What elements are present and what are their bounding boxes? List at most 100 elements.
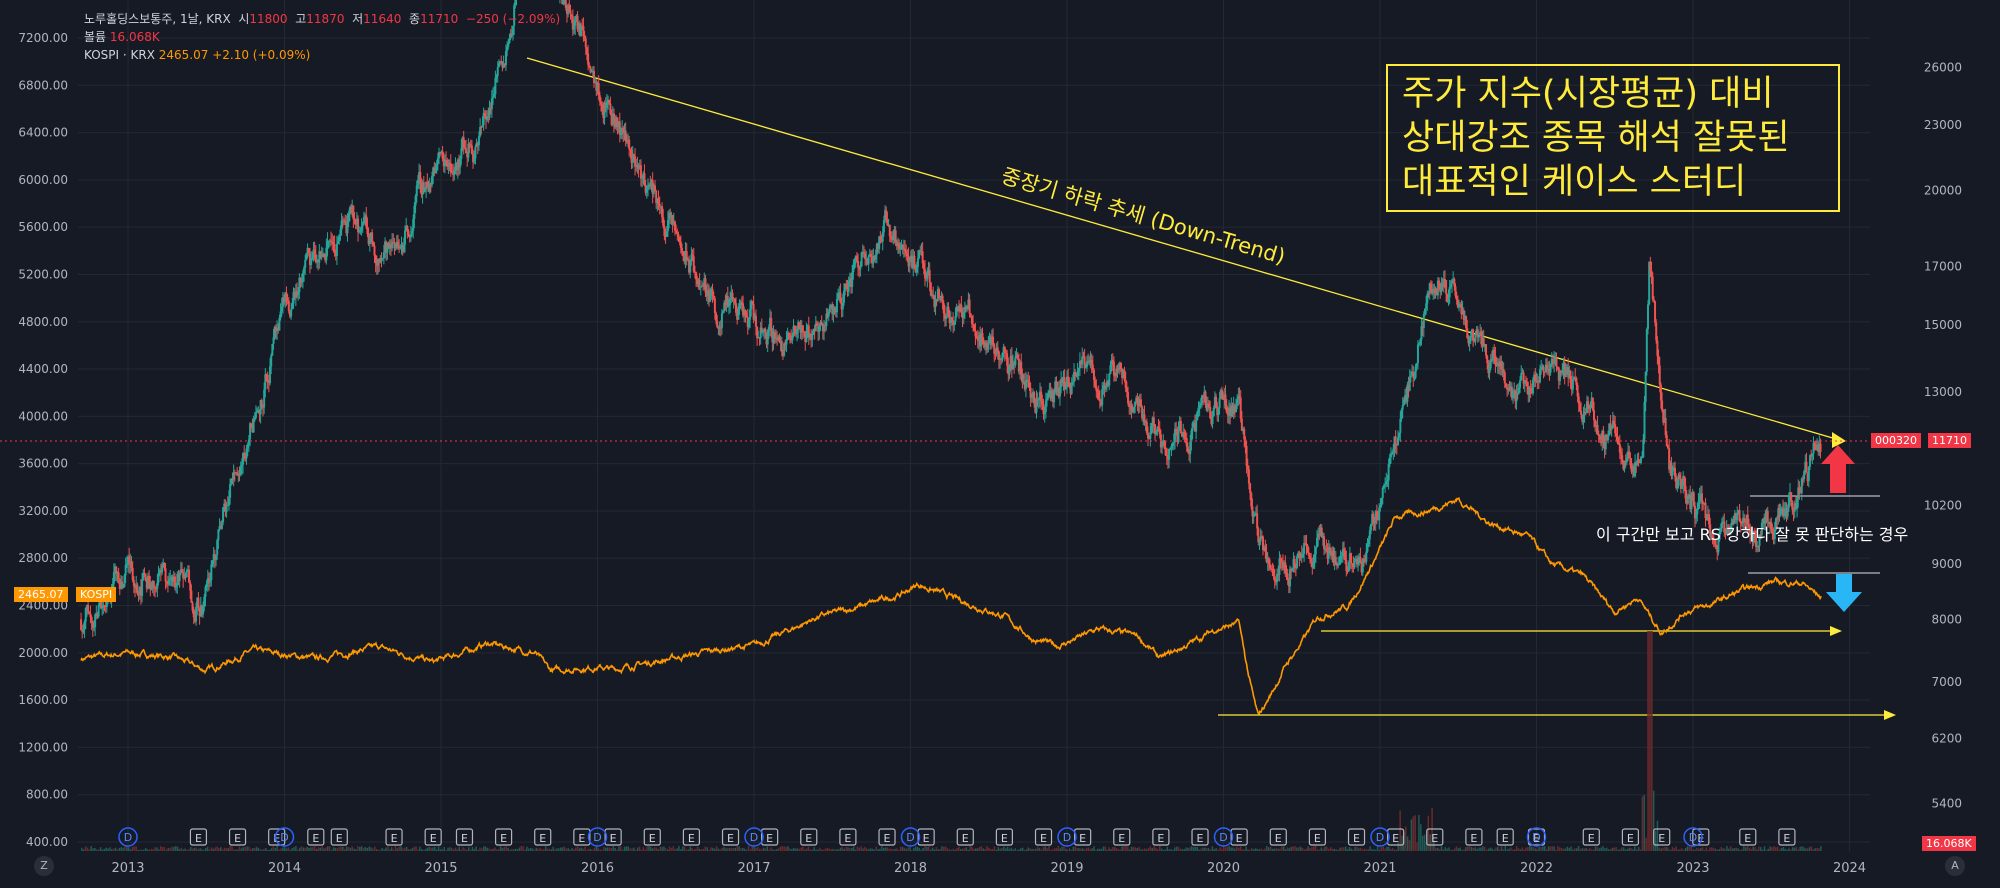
volume-bar — [353, 848, 355, 851]
candle-body — [1763, 518, 1766, 524]
candle-body — [177, 573, 180, 582]
volume-bar — [659, 846, 661, 851]
candle-body — [949, 317, 952, 324]
volume-bar — [867, 849, 870, 851]
volume-bar — [281, 847, 284, 851]
volume-bar — [428, 846, 430, 851]
candle-body — [1104, 386, 1107, 390]
volume-bar — [839, 847, 842, 851]
candle-body — [224, 503, 227, 512]
candle-body — [799, 329, 802, 333]
volume-bar — [1660, 848, 1662, 851]
candle-body — [973, 324, 976, 331]
left-tick-label: 4000.00 — [18, 409, 68, 423]
candle-body — [1514, 390, 1517, 402]
volume-bar — [1036, 847, 1039, 851]
volume-bar — [1480, 847, 1482, 851]
candle-body — [1165, 455, 1168, 457]
volume-bar — [218, 848, 220, 851]
candle-body — [236, 472, 239, 476]
volume-bar — [1181, 849, 1184, 851]
volume-bar — [971, 846, 973, 851]
volume-bar — [1343, 847, 1345, 851]
candle-body — [487, 116, 490, 118]
candle-body — [1628, 451, 1631, 459]
candle-body — [791, 335, 794, 341]
volume-bar — [99, 847, 102, 851]
volume-bar — [1559, 847, 1561, 851]
candle-body — [1769, 522, 1772, 525]
candle-body — [756, 326, 759, 339]
candle-body — [668, 212, 671, 221]
candle-body — [1223, 394, 1226, 400]
volume-bar — [635, 849, 637, 851]
volume-bar — [603, 846, 605, 851]
volume-bar — [1382, 846, 1385, 851]
volume-bar — [454, 847, 457, 851]
candle-body — [1813, 442, 1816, 445]
volume-bar — [109, 847, 111, 851]
volume-bar — [1204, 847, 1206, 851]
candle-body — [157, 572, 160, 583]
x-tick-label: 2016 — [581, 861, 614, 876]
candle-body — [972, 323, 975, 325]
volume-bar — [415, 846, 417, 851]
volume-bar — [1619, 849, 1621, 851]
auto-scale-a-button[interactable]: A — [1945, 856, 1965, 876]
volume-bar — [511, 848, 513, 851]
candle-body — [1449, 283, 1452, 288]
volume-bar — [1121, 846, 1123, 851]
candle-body — [1436, 280, 1439, 296]
candle-body — [306, 247, 309, 254]
candle-body — [634, 156, 637, 167]
auto-scale-z-button[interactable]: Z — [34, 856, 54, 876]
candle-body — [196, 597, 199, 607]
candle-body — [1338, 563, 1341, 565]
candle-body — [94, 614, 97, 628]
candle-body — [1384, 484, 1387, 486]
candle-body — [1669, 462, 1672, 470]
candle-body — [1088, 360, 1091, 363]
candle-body — [404, 230, 407, 245]
volume-bar — [926, 846, 928, 851]
candle-body — [1222, 398, 1225, 400]
candle-body — [740, 301, 743, 304]
candle-body — [500, 61, 503, 63]
candle-body — [287, 300, 290, 312]
candle-body — [628, 139, 631, 149]
volume-bar — [541, 849, 543, 851]
candle-body — [136, 584, 139, 594]
dividend-marker — [1526, 827, 1547, 847]
candle-body — [1647, 304, 1650, 330]
candle-body — [1301, 553, 1304, 558]
candle-body — [879, 236, 882, 240]
x-tick-label: 2020 — [1207, 861, 1240, 876]
volume-bar — [935, 847, 938, 851]
candle-body — [242, 453, 245, 465]
volume-bar — [563, 846, 566, 851]
volume-bar — [259, 848, 261, 851]
candle-body — [1380, 498, 1383, 506]
candle-body — [591, 70, 594, 72]
right-axis[interactable]: 2600023000200001700015000130001020090008… — [1924, 61, 1962, 811]
volume-bar — [1284, 849, 1287, 851]
volume-bar — [1367, 849, 1369, 851]
volume-bar — [1538, 846, 1540, 851]
candle-body — [1523, 380, 1526, 384]
volume-bar — [1656, 820, 1659, 851]
candle-body — [426, 181, 429, 187]
volume-bar — [623, 846, 626, 851]
volume-bar — [253, 848, 256, 851]
candle-body — [631, 154, 634, 163]
volume-bar — [1050, 849, 1052, 851]
candle-body — [1414, 366, 1417, 378]
candle-body — [1578, 403, 1581, 411]
candle-body — [440, 151, 443, 154]
volume-bar — [856, 846, 859, 851]
candle-body — [1433, 288, 1436, 293]
right-tick-label: 5400 — [1931, 796, 1962, 810]
volume-bar — [704, 846, 707, 851]
candle-body — [1314, 547, 1317, 555]
time-axis[interactable]: 2013 2014 2015 2016 2017 2018 2019 2020 2021 2022… — [111, 861, 1866, 876]
